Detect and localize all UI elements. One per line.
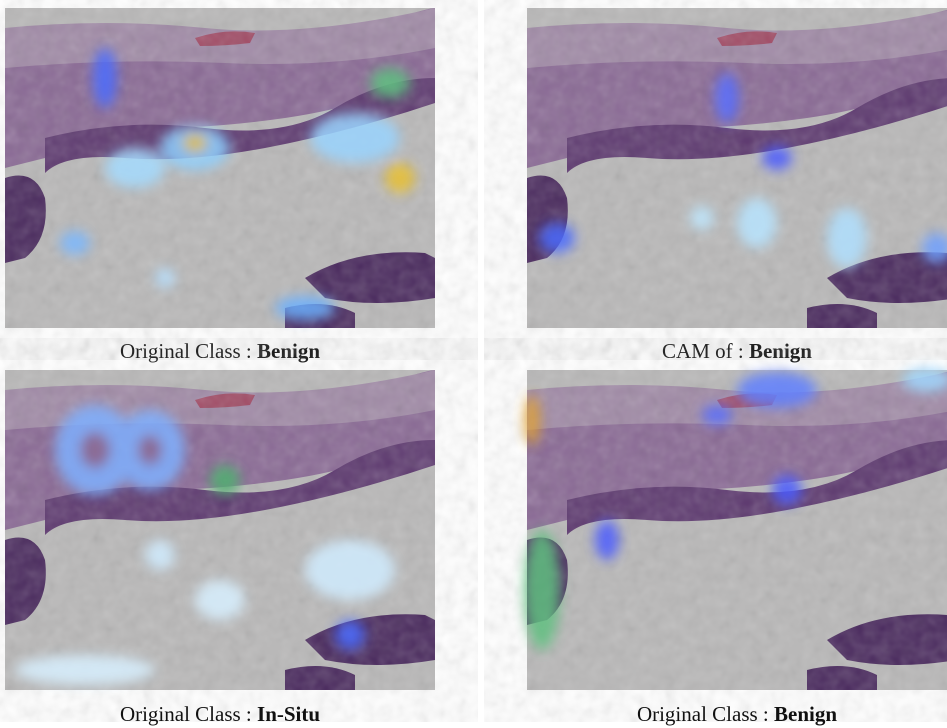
caption-prefix: Original Class : xyxy=(120,339,252,363)
caption-label: Benign xyxy=(749,339,812,363)
panel-3 xyxy=(5,370,435,690)
caption-prefix: Original Class : xyxy=(637,702,769,726)
caption-prefix: CAM of : xyxy=(662,339,744,363)
caption-label: In-Situ xyxy=(257,702,320,726)
panel-4 xyxy=(524,368,947,690)
caption: Original Class : In-Situ xyxy=(120,702,320,726)
caption-label: Benign xyxy=(774,702,837,726)
caption: CAM of : Benign xyxy=(662,339,812,363)
caption-prefix: Original Class : xyxy=(120,702,252,726)
panel-2 xyxy=(527,8,947,328)
figure: Original Class : Benign CAM of : Benign xyxy=(0,0,947,728)
panel-1 xyxy=(5,8,435,328)
caption: Original Class : Benign xyxy=(637,702,837,726)
caption: Original Class : Benign xyxy=(120,339,320,363)
caption-label: Benign xyxy=(257,339,320,363)
